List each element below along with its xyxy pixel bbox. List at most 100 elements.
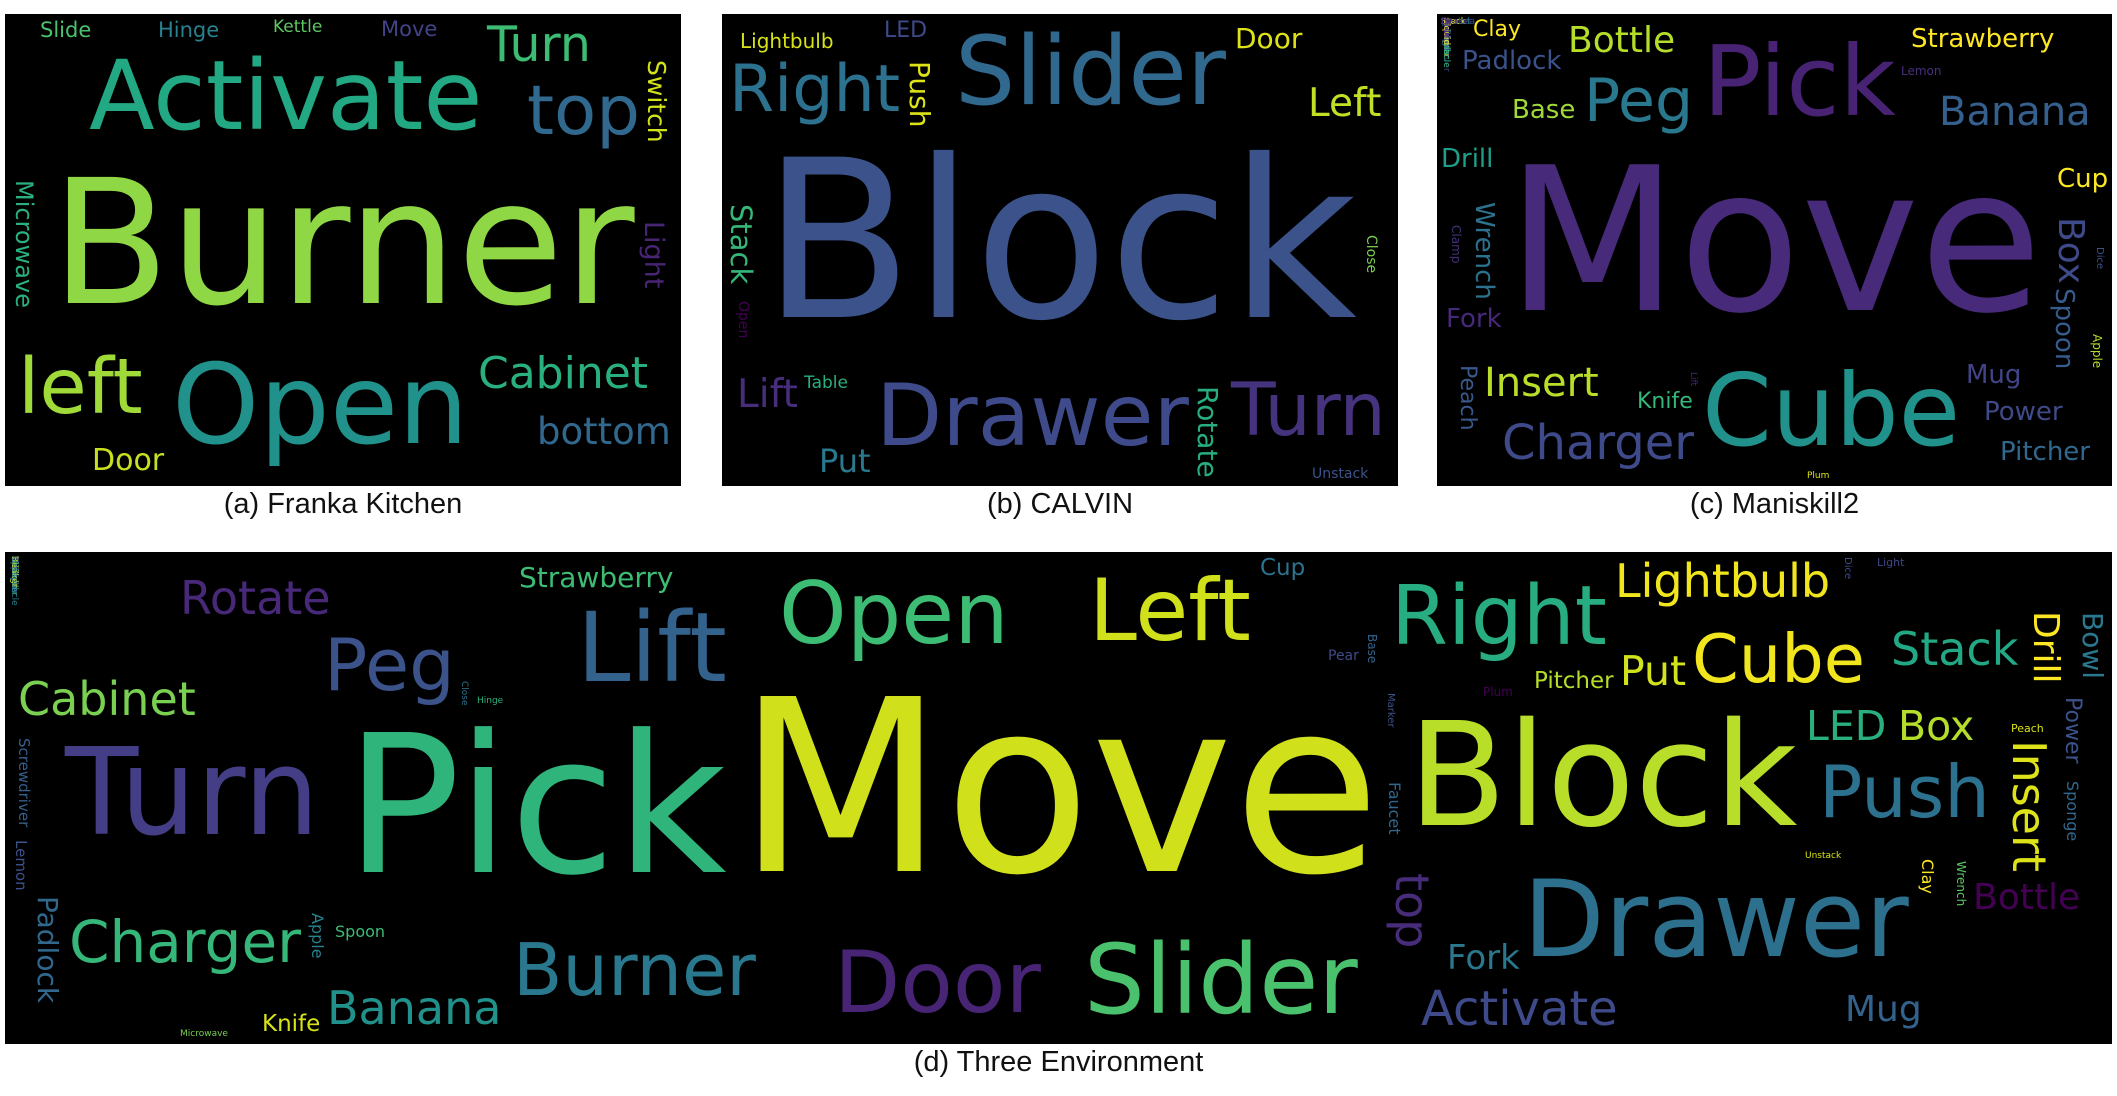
- word-close: Close: [459, 681, 469, 706]
- word-marker: Marker: [1385, 693, 1396, 728]
- word-peach: Peach: [2011, 722, 2044, 735]
- word-turn: Turn: [65, 724, 320, 863]
- word-cup: Cup: [1260, 555, 1306, 581]
- word-unstack: Unstack: [1312, 466, 1369, 482]
- word-hammer: Hammer: [1441, 18, 1451, 58]
- word-charger: Charger: [69, 908, 301, 976]
- word-knife: Knife: [262, 1011, 321, 1037]
- word-faucet: Faucet: [1441, 17, 1471, 27]
- word-banana: Banana: [327, 981, 502, 1035]
- word-liquid: Liquid: [1441, 18, 1451, 46]
- word-bottle: Bottle: [1568, 20, 1676, 61]
- word-plum: Plum: [1483, 685, 1513, 699]
- word-fork: Fork: [1446, 304, 1502, 334]
- word-spoon: Spoon: [335, 922, 386, 941]
- word-lift: Lift: [1688, 372, 1698, 387]
- word-turn: Turn: [1231, 368, 1386, 453]
- word-stack: Stack: [724, 204, 758, 285]
- word-insert: Insert: [2002, 740, 2056, 872]
- word-bowl: Bowl: [2076, 612, 2109, 680]
- word-dice: Dice: [2094, 247, 2105, 270]
- word-burner: Burner: [51, 142, 635, 344]
- word-light: Light: [638, 221, 669, 289]
- word-drawer: Drawer: [876, 366, 1189, 466]
- word-pick: Pick: [345, 695, 727, 918]
- word-receptacle: Receptacle: [1441, 18, 1451, 68]
- word-light: Light: [1877, 556, 1905, 569]
- word-liquid: Liquid: [9, 556, 19, 584]
- word-hinge: Hinge: [158, 18, 220, 42]
- word-door: Door: [92, 443, 165, 478]
- word-orange: Orange: [1441, 18, 1451, 52]
- word-receptacle: Receptacle: [9, 556, 19, 606]
- word-push: Push: [1819, 750, 1990, 834]
- word-turn: Turn: [1441, 18, 1451, 38]
- word-clay: Clay: [1918, 859, 1937, 894]
- word-softball: Softball: [1441, 18, 1451, 52]
- word-base: Base: [1512, 95, 1576, 125]
- word-strawberry: Strawberry: [519, 561, 674, 594]
- word-pear: Pear: [1441, 18, 1451, 38]
- word-apple: Apple: [2090, 334, 2104, 369]
- word-hole: Hole: [9, 556, 19, 577]
- word-pour: Pour: [1441, 18, 1451, 39]
- word-grasp: Grasp: [1441, 18, 1451, 45]
- word-open: Open: [172, 341, 469, 470]
- word-move: Move: [737, 648, 1381, 928]
- word-bottom: bottom: [537, 410, 671, 453]
- word-switch: Switch: [9, 556, 19, 586]
- word-bowl: Bowl: [1441, 18, 1451, 40]
- word-base: Base: [1365, 634, 1379, 664]
- word-marker: Marker: [1441, 18, 1451, 50]
- word-microwave: Microwave: [180, 1029, 228, 1039]
- word-power: Power: [1984, 397, 2063, 427]
- word-scissors: Scissors: [1441, 18, 1451, 55]
- word-door: Door: [834, 933, 1041, 1033]
- word-open: Open: [735, 301, 751, 339]
- word-microwave: Microwave: [10, 180, 38, 308]
- word-kettle: Kettle: [9, 556, 19, 583]
- word-drill: Drill: [2025, 611, 2066, 684]
- word-pour: Pour: [9, 556, 19, 577]
- word-rotate: Rotate: [1191, 386, 1224, 478]
- word-close: Close: [1363, 235, 1379, 274]
- word-turn: Turn: [487, 16, 591, 73]
- word-open: Open: [779, 564, 1009, 664]
- word-block: Block: [1408, 691, 1798, 859]
- word-slider: Slider: [1084, 924, 1358, 1036]
- word-cleanser: Cleanser: [1441, 18, 1451, 58]
- word-right: Right: [729, 52, 901, 127]
- word-dice: Dice: [1842, 557, 1853, 580]
- word-beaker: Beaker: [1441, 17, 1473, 27]
- word-sponge: Sponge: [1441, 18, 1451, 52]
- wordcloud-panel-franka-kitchen: Burner Open Activate Cabinet top left bottom Tu…: [5, 14, 681, 486]
- word-push: Push: [903, 61, 936, 128]
- word-table: Table: [9, 556, 19, 580]
- word-burner: Burner: [513, 928, 756, 1012]
- word-led: LED: [884, 18, 928, 43]
- word-mug: Mug: [1966, 360, 2022, 390]
- word-pear: Pear: [1328, 648, 1359, 664]
- word-activate: Activate: [1421, 981, 1618, 1037]
- caption-calvin: (b) CALVIN: [986, 488, 1134, 520]
- word-lemon: Lemon: [1901, 64, 1942, 78]
- word-pick: Pick: [1703, 25, 1896, 138]
- word-cube: Cube: [1702, 352, 1961, 469]
- word-fork: Fork: [1447, 938, 1520, 978]
- word-right: Right: [1391, 569, 1607, 664]
- word-door: Door: [1235, 22, 1303, 55]
- word-softball: Softball: [9, 556, 19, 590]
- caption-maniskill2: (c) Maniskill2: [1689, 488, 1860, 520]
- word-peg: Peg: [1584, 66, 1694, 136]
- word-cabinet: Cabinet: [478, 348, 649, 399]
- wordcloud-panel-three-environment: Move Pick Block Turn Drawer Lift Slider Open Lef…: [5, 552, 2112, 1044]
- word-slider: Slider: [955, 17, 1226, 127]
- word-plum: Plum: [1807, 471, 1830, 481]
- word-power: Power: [2060, 697, 2085, 764]
- word-put: Put: [819, 442, 871, 480]
- word-bottom: bottom: [9, 556, 19, 589]
- word-clamp: Clamp: [1449, 225, 1463, 264]
- word-bottle: Bottle: [1973, 877, 2081, 918]
- word-screwdriver: Screwdriver: [15, 738, 33, 828]
- word-bleach: Bleach: [9, 556, 19, 587]
